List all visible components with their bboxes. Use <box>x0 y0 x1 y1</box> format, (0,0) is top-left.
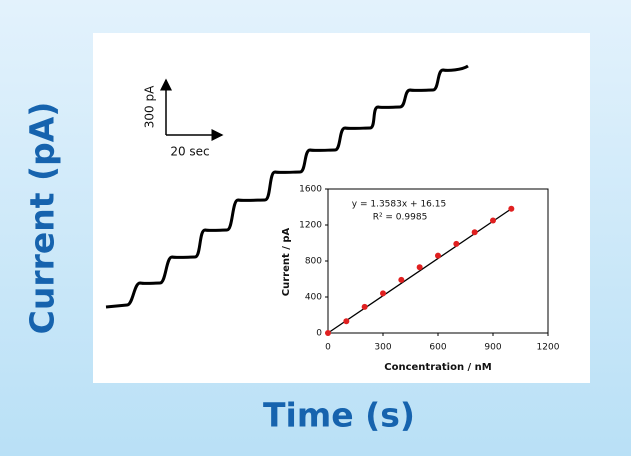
data-point <box>398 276 405 283</box>
data-point <box>343 318 350 325</box>
data-point <box>416 264 423 271</box>
panel <box>93 33 590 383</box>
inset-x-title: Concentration / nM <box>384 362 492 373</box>
scale-x-label: 20 sec <box>170 145 209 159</box>
current-trace <box>105 64 469 309</box>
data-point <box>471 229 478 236</box>
fit-equation: y = 1.3583x + 16.15 <box>352 200 446 210</box>
y-tick-label: 1600 <box>299 185 322 195</box>
data-point <box>453 240 460 247</box>
x-tick-label: 0 <box>325 343 331 353</box>
fit-line <box>327 208 512 334</box>
x-tick-label: 600 <box>429 343 446 353</box>
x-tick-label: 1200 <box>537 343 560 353</box>
data-point <box>325 330 331 336</box>
data-point <box>508 205 515 212</box>
r-squared: R² = 0.9985 <box>373 213 428 223</box>
y-tick-label: 800 <box>305 257 322 267</box>
data-point <box>380 290 386 297</box>
inset-y-title: Current / pA <box>281 227 292 296</box>
data-point <box>361 303 368 310</box>
scale-y-label: 300 pA <box>143 85 157 128</box>
y-axis-title: Current (pA) <box>23 102 62 335</box>
x-axis-title: Time (s) <box>263 396 415 435</box>
x-tick-label: 300 <box>374 343 391 353</box>
x-tick-label: 900 <box>484 343 501 353</box>
y-tick-label: 0 <box>316 329 322 339</box>
data-point <box>435 252 441 259</box>
y-tick-label: 400 <box>305 293 322 303</box>
y-tick-label: 1200 <box>299 221 322 231</box>
data-point <box>490 217 496 224</box>
